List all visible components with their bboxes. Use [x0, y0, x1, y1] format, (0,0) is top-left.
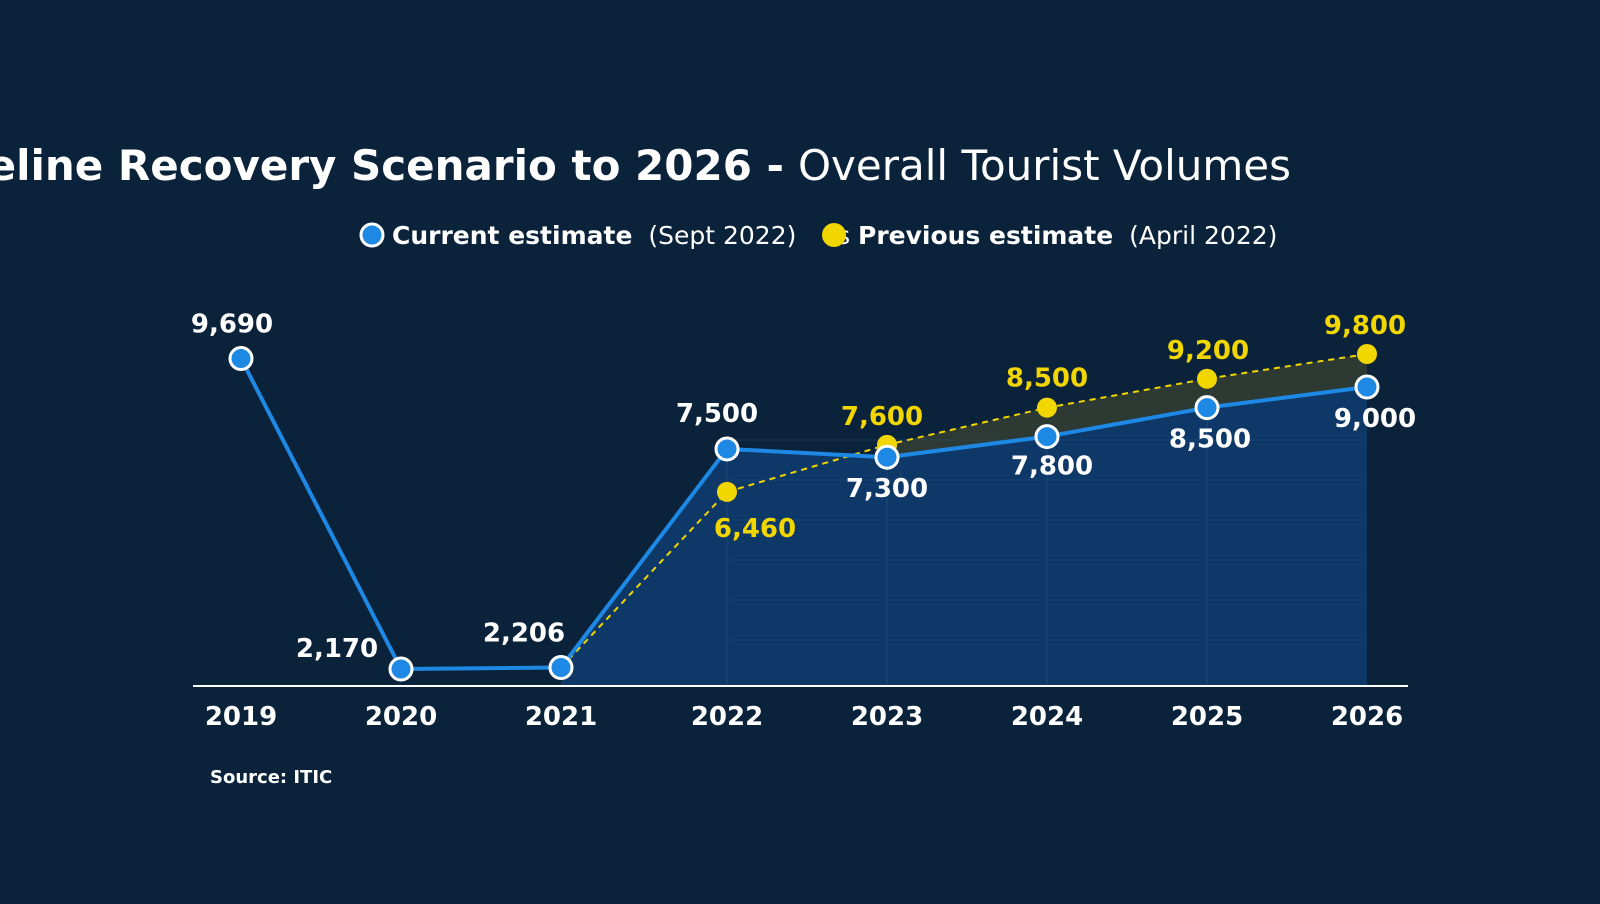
- current-estimate-point: [1194, 395, 1220, 421]
- previous-estimate-point: [1357, 344, 1377, 364]
- estimate-gap-area: [887, 354, 1367, 458]
- previous-data-label: 7,600: [841, 402, 923, 432]
- legend-previous-label: Previous estimate (April 2022): [858, 221, 1277, 250]
- chart-subtitle: Overall Tourist Volumes: [798, 141, 1291, 190]
- current-data-label: 8,500: [1169, 425, 1251, 455]
- x-tick-label: 2024: [1011, 702, 1083, 732]
- previous-estimate-point: [717, 481, 737, 502]
- previous-data-label: 6,460: [714, 514, 796, 544]
- x-tick-label: 2020: [365, 702, 437, 732]
- current-data-label: 7,300: [846, 474, 928, 504]
- current-estimate-point: [548, 654, 574, 680]
- current-data-label: 2,170: [296, 634, 378, 664]
- x-tick-label: 2026: [1331, 702, 1403, 732]
- previous-estimate-point: [1197, 368, 1217, 389]
- legend-current-marker: [359, 222, 385, 248]
- x-tick-label: 2021: [525, 702, 597, 732]
- previous-estimate-line: [560, 353, 1368, 669]
- x-tick-label: 2023: [851, 702, 923, 732]
- current-data-label: 9,000: [1334, 404, 1416, 434]
- current-estimate-point: [874, 444, 900, 470]
- legend-current-label: Current estimate (Sept 2022) vs: [392, 221, 850, 250]
- legend: Current estimate (Sept 2022) vs Previous…: [359, 221, 1277, 250]
- legend-previous-marker: [822, 223, 846, 247]
- current-estimate-point: [1034, 424, 1060, 450]
- x-tick-label: 2019: [205, 702, 277, 732]
- previous-data-label: 9,800: [1324, 311, 1406, 341]
- current-data-label: 7,500: [676, 399, 758, 429]
- current-area: [561, 387, 1367, 686]
- previous-estimate-point: [1037, 397, 1057, 418]
- previous-data-label: 9,200: [1167, 336, 1249, 366]
- current-data-label: 2,206: [483, 618, 565, 648]
- current-estimate-point: [228, 346, 254, 372]
- current-estimate-point: [388, 656, 414, 682]
- current-data-label: 7,800: [1011, 452, 1093, 482]
- current-estimate-point: [1354, 374, 1380, 400]
- source-note: Source: ITIC: [210, 767, 332, 788]
- chart-title: Baseline Recovery Scenario to 2026 -: [0, 141, 784, 190]
- current-data-label: 9,690: [191, 310, 273, 340]
- previous-data-label: 8,500: [1006, 364, 1088, 394]
- current-estimate-point: [714, 436, 740, 462]
- x-tick-label: 2025: [1171, 702, 1243, 732]
- current-estimate-line: [239, 357, 1368, 671]
- plot-area: 9,690 2,170 2,206 7,500 7,300 7,800 8,500 9,000…: [191, 310, 1416, 732]
- x-tick-label: 2022: [691, 702, 763, 732]
